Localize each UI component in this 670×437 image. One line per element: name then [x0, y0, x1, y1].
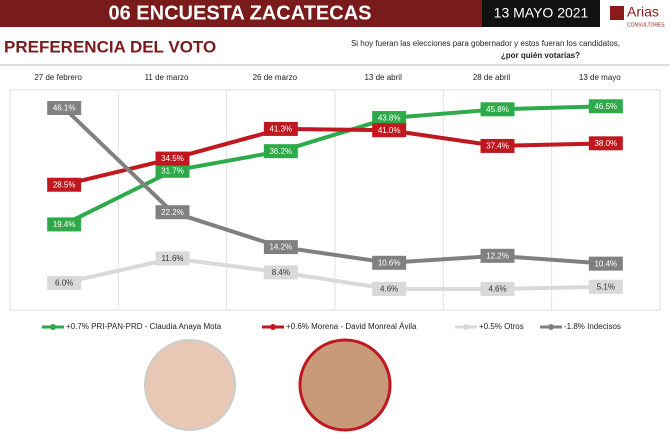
data-label-box	[47, 101, 82, 116]
logo: Arias	[627, 4, 659, 20]
series-line	[63, 126, 606, 187]
data-label-box	[47, 177, 82, 192]
legend-label: +0.6% Morena - David Monreal Ávila	[286, 322, 417, 331]
x-tick-label: 11 de marzo	[145, 73, 189, 82]
data-label-box	[588, 99, 623, 114]
subtitle: ¿por quién votarías?	[501, 51, 580, 60]
logo-icon	[610, 6, 624, 20]
data-label-box	[588, 136, 623, 151]
data-label-box	[372, 281, 407, 296]
data-label-box	[588, 279, 623, 294]
title-banner	[0, 0, 482, 27]
data-label-box	[155, 251, 190, 266]
subtitle: Si hoy fueran las elecciones para gobern…	[351, 39, 620, 48]
legend-marker	[50, 324, 56, 330]
x-tick-label: 13 de abril	[364, 73, 402, 82]
data-label: 11.6%	[161, 254, 183, 263]
data-label-box	[155, 205, 190, 220]
data-label-box	[155, 163, 190, 178]
x-tick-label: 27 de febrero	[34, 73, 82, 82]
data-label-box	[47, 217, 82, 232]
data-label: 6.0%	[55, 278, 73, 287]
logo-sub: CONSULTORES	[627, 22, 665, 28]
data-label-box	[263, 144, 298, 159]
data-label-box	[372, 123, 407, 138]
data-label-box	[372, 255, 407, 270]
data-label: 4.6%	[488, 285, 506, 294]
data-label-box	[263, 121, 298, 136]
data-label: 41.0%	[378, 126, 401, 135]
data-label: 10.6%	[378, 258, 401, 267]
data-label-box	[47, 275, 82, 290]
legend-label: -1.8% Indecisos	[564, 322, 621, 331]
data-label: 8.4%	[272, 268, 290, 277]
series-line	[62, 106, 606, 266]
legend-marker	[463, 324, 469, 330]
data-label: 41.3%	[269, 125, 292, 134]
data-label: 4.6%	[380, 285, 398, 294]
data-label: 36.2%	[269, 147, 292, 156]
data-label: 19.4%	[53, 220, 76, 229]
data-label-box	[263, 240, 298, 255]
date: 13 MAYO 2021	[494, 5, 589, 21]
candidate-photo	[298, 338, 392, 432]
legend-label: +0.7% PRI-PAN-PRD - Claudia Anaya Mota	[66, 322, 222, 331]
data-label: 10.4%	[594, 259, 617, 268]
candidate-photo	[144, 339, 236, 431]
data-label: 37.4%	[486, 142, 509, 151]
data-label: 38.0%	[594, 139, 617, 148]
data-label-box	[263, 265, 298, 280]
page-title: 06 ENCUESTA ZACATECAS	[109, 2, 372, 24]
x-tick-label: 28 de abril	[473, 73, 511, 82]
legend-label: +0.5% Otros	[479, 322, 524, 331]
chart-title: PREFERENCIA DEL VOTO	[4, 37, 216, 56]
data-label-box	[480, 248, 515, 263]
legend-marker	[270, 324, 276, 330]
data-label: 46.5%	[594, 102, 617, 111]
data-label-box	[480, 138, 515, 153]
data-label: 14.2%	[269, 243, 292, 252]
series-line	[63, 256, 606, 291]
data-label: 46.1%	[53, 104, 76, 113]
legend-marker	[548, 324, 554, 330]
data-label: 31.7%	[161, 166, 184, 175]
data-label-box	[588, 256, 623, 271]
data-label-box	[155, 151, 190, 166]
data-label: 28.5%	[53, 180, 76, 189]
data-label: 34.5%	[161, 154, 184, 163]
series-line	[63, 104, 606, 227]
data-label-box	[372, 111, 407, 126]
data-label-box	[480, 102, 515, 117]
data-label: 5.1%	[597, 282, 615, 291]
x-tick-label: 13 de mayo	[579, 73, 621, 82]
date-box	[482, 0, 600, 27]
data-label: 12.2%	[486, 251, 509, 260]
data-label-box	[480, 281, 515, 296]
data-label: 22.2%	[161, 208, 184, 217]
x-tick-label: 26 de marzo	[253, 73, 298, 82]
data-label: 45.8%	[486, 105, 509, 114]
data-label: 43.8%	[378, 114, 401, 123]
